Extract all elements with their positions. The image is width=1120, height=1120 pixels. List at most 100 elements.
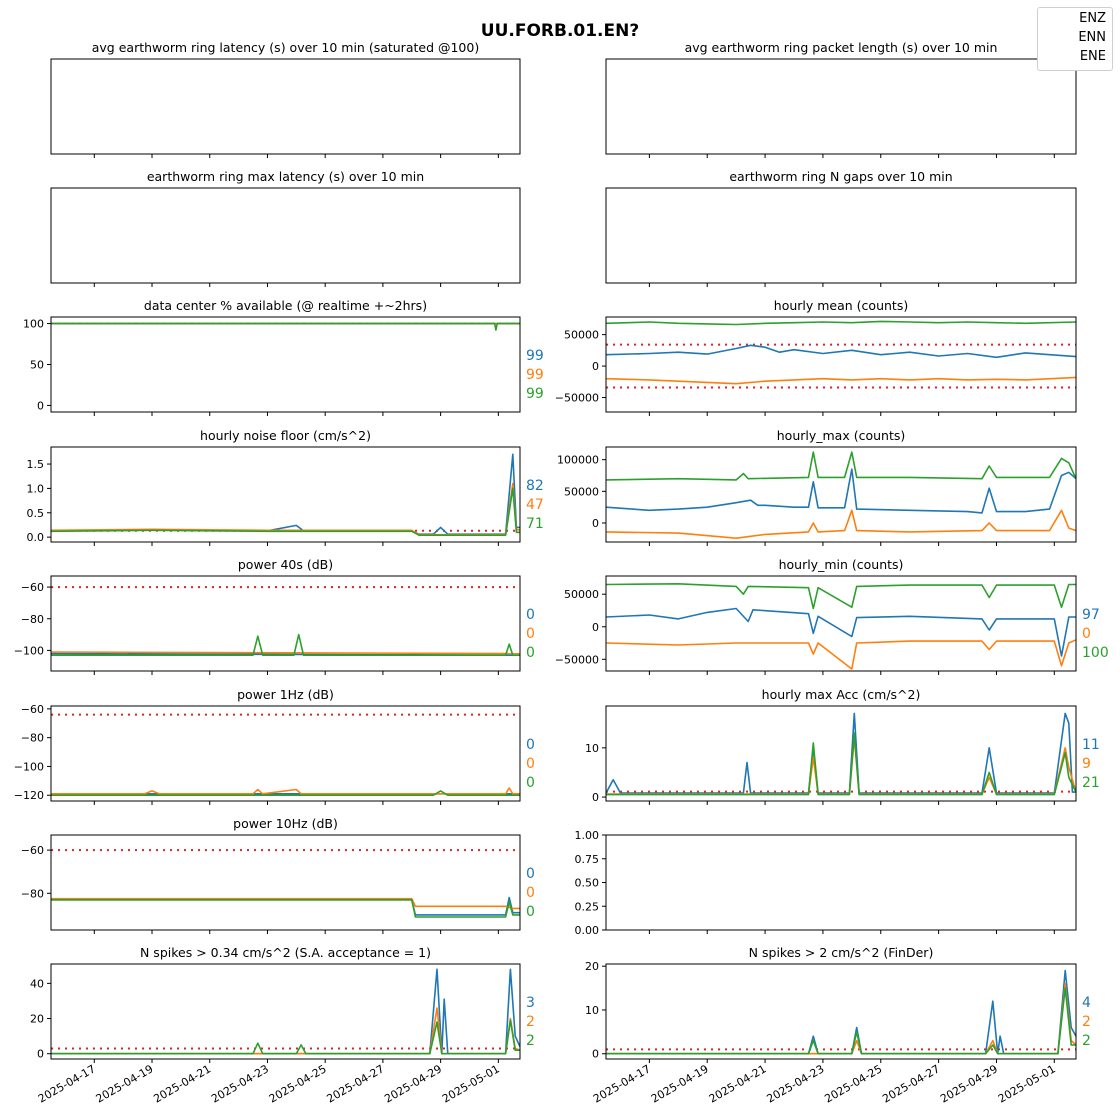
y-tick-label: 0.0	[27, 531, 45, 544]
y-tick-label: 0.5	[27, 507, 45, 520]
y-tick-label: 10	[585, 742, 599, 755]
series-enn	[51, 1007, 520, 1055]
current-value-label: 2	[526, 1014, 535, 1030]
current-value-label: 97	[1082, 607, 1100, 623]
y-tick-label: −80	[21, 732, 44, 745]
panel-p9: power 40s (dB) −60 −80 −100 0 0 0	[14, 557, 535, 675]
panel-p6: hourly mean (counts) 50000 0 −50000	[555, 298, 1077, 416]
panel-p11: power 1Hz (dB) −60 −80 −100 −120 0 0 0	[14, 687, 535, 805]
legend-item-enn: ENN	[1078, 30, 1106, 45]
current-value-label: 4	[1082, 995, 1091, 1011]
panel-title: avg earthworm ring latency (s) over 10 m…	[92, 40, 479, 55]
current-value-label: 0	[526, 645, 535, 661]
y-tick-label: 50	[30, 359, 44, 372]
y-tick-label: −60	[21, 703, 44, 716]
axes-frame	[605, 705, 1077, 802]
y-tick-label: 100	[23, 318, 44, 331]
current-value-label: 2	[1082, 1033, 1091, 1049]
panel-p10: hourly_min (counts) 50000 0 −50000 97 0 100	[555, 557, 1109, 675]
x-tick-label: 2025-04-29	[938, 1062, 1000, 1105]
current-value-label: 0	[526, 607, 535, 623]
panel-title: power 1Hz (dB)	[237, 687, 334, 702]
panel-title: hourly mean (counts)	[774, 298, 908, 313]
series-ene	[606, 732, 1076, 796]
series-ene	[51, 790, 520, 796]
x-tick-label: 2025-04-19	[94, 1062, 156, 1105]
panel-title: power 10Hz (dB)	[233, 816, 338, 831]
current-value-label: 0	[526, 866, 535, 882]
series-ene	[51, 899, 520, 918]
current-value-label: 0	[526, 626, 535, 642]
y-tick-label: 1.5	[27, 458, 45, 471]
current-value-label: 9	[1082, 756, 1091, 772]
x-tick-label: 2025-04-21	[707, 1062, 769, 1105]
axes-frame	[605, 58, 1077, 155]
y-tick-label: −60	[21, 844, 44, 857]
axes-frame	[605, 187, 1077, 284]
y-tick-label: 1.0	[27, 482, 45, 495]
series-enz	[606, 607, 1076, 657]
panel-p7: hourly noise floor (cm/s^2) 1.5 1.0 0.5 0.0 8…	[27, 428, 544, 546]
current-value-label: 99	[526, 367, 544, 383]
series-enz	[51, 968, 520, 1055]
series-enz	[606, 712, 1076, 794]
x-tick-label: 2025-04-23	[209, 1062, 271, 1105]
y-tick-label: 1.00	[575, 829, 600, 842]
panel-title: N spikes > 2 cm/s^2 (FinDer)	[749, 945, 934, 960]
current-value-label: 11	[1082, 737, 1100, 753]
y-tick-label: −60	[21, 581, 44, 594]
panel-title: earthworm ring max latency (s) over 10 m…	[147, 169, 424, 184]
current-value-label: 100	[1082, 645, 1109, 661]
y-tick-label: 20	[585, 960, 599, 973]
y-tick-label: 0	[592, 360, 599, 373]
panel-title: N spikes > 0.34 cm/s^2 (S.A. acceptance …	[140, 945, 431, 960]
y-tick-label: −80	[21, 613, 44, 626]
current-value-label: 0	[526, 775, 535, 791]
x-tick-label: 2025-05-01	[440, 1062, 502, 1105]
panel-title: hourly noise floor (cm/s^2)	[200, 428, 371, 443]
y-tick-label: 50000	[564, 588, 599, 601]
current-value-label: 47	[526, 497, 544, 513]
axes-frame	[50, 187, 521, 284]
y-tick-label: 0.75	[575, 853, 600, 866]
series-ene	[606, 583, 1076, 610]
y-tick-label: −50000	[555, 392, 599, 405]
series-ene	[606, 987, 1076, 1055]
plot-area	[51, 713, 520, 796]
plot-area	[51, 453, 520, 536]
panel-title: data center % available (@ realtime +~2h…	[144, 298, 427, 313]
x-tick-label: 2025-04-25	[267, 1062, 329, 1105]
x-tick-label: 2025-04-19	[649, 1062, 711, 1105]
plot-area	[606, 969, 1076, 1055]
current-value-label: 99	[526, 348, 544, 364]
series-enn	[606, 639, 1076, 670]
x-tick-label: 2025-04-29	[382, 1062, 444, 1105]
current-value-label: 2	[526, 1033, 535, 1049]
y-tick-label: 10	[585, 1004, 599, 1017]
series-enn	[606, 982, 1076, 1055]
panel-p1: avg earthworm ring latency (s) over 10 m…	[50, 40, 521, 158]
y-tick-label: 100000	[557, 454, 599, 467]
series-enn	[606, 737, 1076, 795]
panel-title: power 40s (dB)	[238, 557, 333, 572]
y-tick-label: 0	[592, 517, 599, 530]
current-value-label: 0	[526, 756, 535, 772]
y-tick-label: −80	[21, 887, 44, 900]
y-tick-label: 0.50	[575, 877, 600, 890]
current-value-label: 71	[526, 516, 544, 532]
series-enz	[606, 969, 1076, 1055]
series-enn	[51, 897, 520, 910]
axes-frame	[605, 316, 1077, 413]
axes-frame	[605, 834, 1077, 931]
current-value-label: 0	[526, 737, 535, 753]
plot-area	[606, 583, 1076, 670]
axes-frame	[605, 446, 1077, 543]
y-tick-label: 50000	[564, 485, 599, 498]
series-ene	[606, 320, 1076, 326]
y-tick-label: −120	[14, 789, 44, 802]
panel-title: hourly_max (counts)	[777, 428, 906, 443]
y-tick-label: −50000	[555, 653, 599, 666]
axes-frame	[50, 316, 521, 413]
series-ene	[51, 487, 520, 536]
axes-frame	[50, 575, 521, 672]
